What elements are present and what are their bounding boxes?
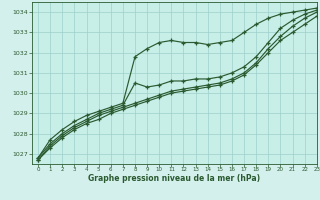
X-axis label: Graphe pression niveau de la mer (hPa): Graphe pression niveau de la mer (hPa) (88, 174, 260, 183)
